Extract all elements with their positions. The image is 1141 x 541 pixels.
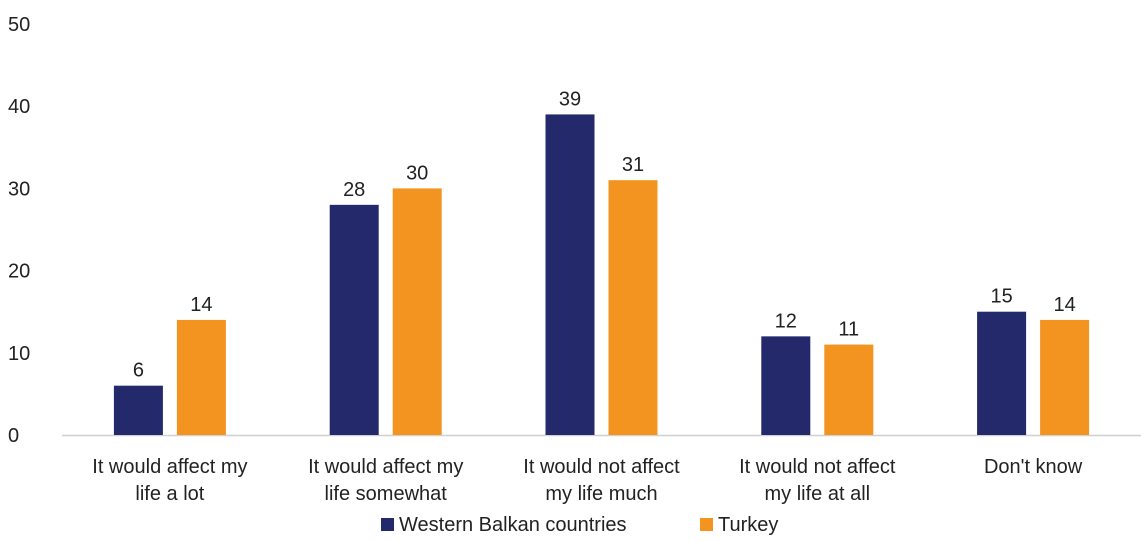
bar-western-balkan [545, 114, 595, 436]
data-label: 30 [406, 162, 428, 184]
data-label: 12 [775, 310, 797, 332]
data-label: 11 [838, 319, 859, 341]
data-label: 15 [990, 286, 1012, 308]
bar-turkey [824, 344, 874, 435]
legend-swatch-western-balkan [381, 518, 394, 531]
category-label: Don't know [984, 456, 1083, 478]
bar-western-balkan [113, 385, 163, 435]
y-tick-label: 50 [8, 14, 30, 36]
bar-western-balkan [329, 204, 379, 435]
category-label: It would not affect my life much [523, 456, 680, 505]
category-label: It would affect my life somewhat [308, 456, 463, 505]
data-label: 31 [622, 154, 644, 176]
legend-label-turkey: Turkey [718, 514, 778, 536]
bar-turkey [176, 319, 226, 435]
category-labels: It would affect my life a lot It would aff… [92, 456, 1083, 505]
legend-swatch-turkey [700, 518, 713, 531]
y-tick-label: 20 [8, 261, 30, 283]
category-label: It would affect my life a lot [92, 456, 247, 505]
y-tick-label: 10 [8, 343, 30, 365]
bar-western-balkan [977, 311, 1027, 435]
bar-western-balkan [761, 336, 811, 435]
legend: Western Balkan countries Turkey [381, 514, 778, 536]
data-label: 28 [343, 179, 365, 201]
data-label: 14 [1053, 294, 1075, 316]
data-label: 6 [133, 360, 144, 382]
bar-turkey [608, 180, 658, 435]
y-tick-label: 0 [8, 425, 19, 447]
data-label: 39 [559, 88, 581, 110]
category-label: It would not affect my life at all [739, 456, 896, 505]
data-labels: 6 14 28 30 39 31 12 11 15 14 [133, 88, 1076, 381]
bar-turkey [1040, 319, 1090, 435]
data-label: 14 [190, 294, 212, 316]
legend-label-western-balkan: Western Balkan countries [399, 514, 627, 536]
bar-turkey [392, 188, 442, 435]
y-axis: 0 10 20 30 40 50 [8, 14, 30, 447]
bars [113, 114, 1090, 436]
y-tick-label: 30 [8, 178, 30, 200]
y-tick-label: 40 [8, 96, 30, 118]
